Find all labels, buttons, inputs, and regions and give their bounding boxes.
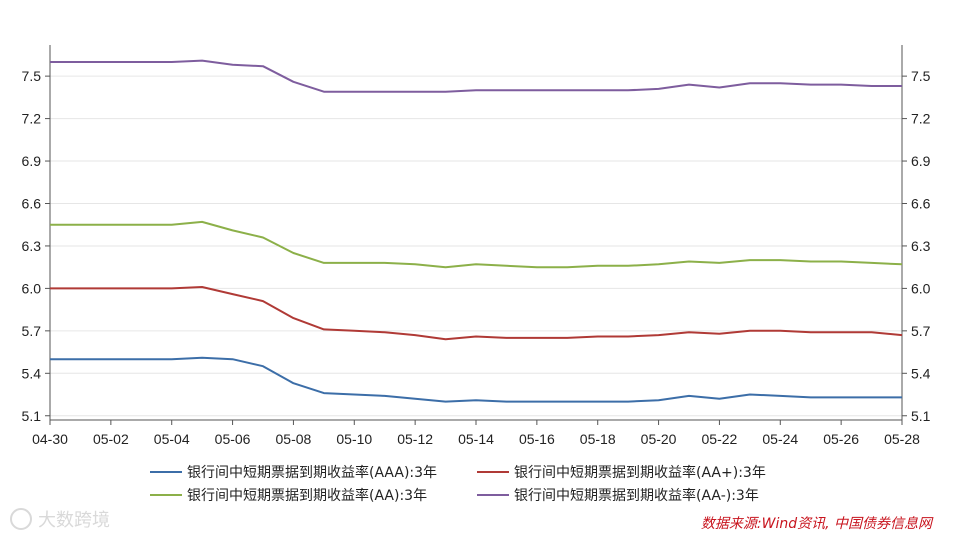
y-tick-label-right: 7.5 [911, 68, 931, 84]
y-tick-label-right: 6.0 [911, 280, 931, 296]
legend-label: 银行间中短期票据到期收益率(AA+):3年 [514, 464, 766, 481]
y-tick-label-right: 5.4 [911, 365, 931, 381]
y-tick-label-left: 6.0 [22, 280, 42, 296]
y-tick-label-right: 6.9 [911, 153, 931, 169]
x-tick-label: 05-02 [93, 431, 129, 447]
y-tick-label-left: 7.5 [22, 68, 42, 84]
source-note: 数据来源:Wind资讯, 中国债券信息网 [700, 516, 932, 532]
y-tick-label-left: 6.9 [22, 153, 42, 169]
series-line [50, 356, 902, 403]
watermark: 大数跨境 [10, 506, 110, 532]
x-tick-label: 05-24 [762, 431, 798, 447]
x-tick-label: 05-08 [276, 431, 312, 447]
y-tick-label-right: 5.7 [911, 323, 931, 339]
x-tick-label: 05-18 [580, 431, 616, 447]
tick-labels: 5.1 5.1 5.4 5.4 5.7 5.7 6.0 6.0 6.3 6.3 6.6 6.6 6.9 6… [22, 68, 931, 447]
y-tick-label-right: 5.1 [911, 408, 931, 424]
y-tick-label-right: 6.3 [911, 238, 931, 254]
series-line [50, 220, 903, 269]
x-tick-label: 05-20 [641, 431, 677, 447]
x-tick-label: 05-16 [519, 431, 555, 447]
series-line [50, 286, 903, 341]
y-tick-label-left: 6.3 [22, 238, 42, 254]
x-tick-label: 04-30 [32, 431, 68, 447]
legend-label: 银行间中短期票据到期收益率(AA):3年 [187, 487, 427, 504]
y-tick-label-right: 6.6 [911, 195, 931, 211]
y-tick-label-left: 7.2 [22, 111, 42, 127]
watermark-text: 大数跨境 [38, 510, 110, 531]
x-tick-label: 05-12 [397, 431, 433, 447]
y-tick-label-left: 5.4 [22, 365, 42, 381]
series-lines [50, 59, 903, 403]
axes [45, 45, 907, 425]
y-tick-label-right: 7.2 [911, 111, 931, 127]
watermark-logo-icon [10, 508, 32, 530]
x-tick-label: 05-04 [154, 431, 190, 447]
y-tick-label-left: 5.1 [22, 408, 42, 424]
y-tick-label-left: 5.7 [22, 323, 42, 339]
x-tick-label: 05-28 [884, 431, 920, 447]
x-tick-label: 05-06 [215, 431, 251, 447]
x-tick-label: 05-10 [336, 431, 372, 447]
legend-label: 银行间中短期票据到期收益率(AAA):3年 [187, 464, 437, 481]
grid-lines [50, 75, 902, 417]
x-tick-label: 05-14 [458, 431, 494, 447]
x-tick-label: 05-26 [823, 431, 859, 447]
legend: 银行间中短期票据到期收益率(AAA):3年 银行间中短期票据到期收益率(AA+):… [150, 464, 766, 504]
y-tick-label-left: 6.6 [22, 195, 42, 211]
x-tick-label: 05-22 [702, 431, 738, 447]
legend-label: 银行间中短期票据到期收益率(AA-):3年 [514, 487, 759, 504]
series-line [50, 59, 902, 93]
